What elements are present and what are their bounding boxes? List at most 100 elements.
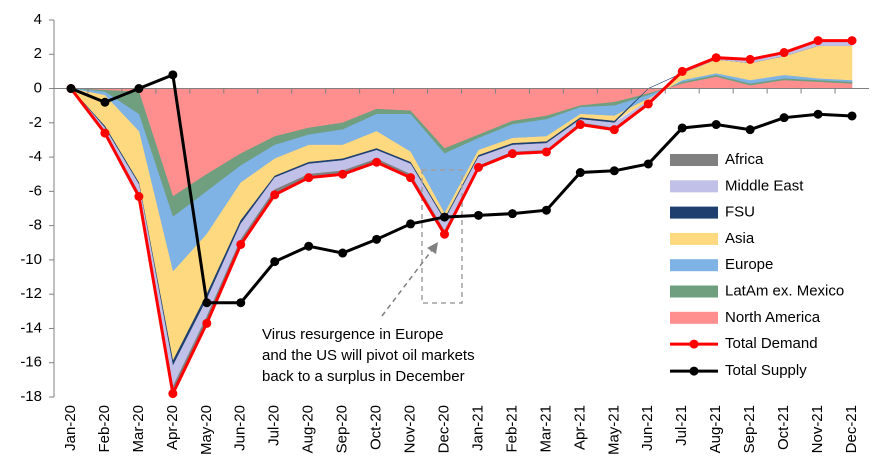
x-tick-label: Aug-20: [300, 405, 317, 453]
legend-swatch: [670, 285, 718, 298]
legend-label: North America: [725, 309, 821, 326]
areas: [70, 40, 853, 395]
legend-label: Middle East: [725, 177, 804, 194]
marker: [711, 120, 721, 130]
legend-label: Africa: [725, 151, 764, 168]
marker: [541, 205, 551, 215]
legend-label: Total Supply: [725, 362, 807, 379]
x-tick-label: Jan-21: [469, 405, 486, 451]
x-tick-label: Jun-21: [639, 405, 656, 451]
x-tick-label: Aug-21: [707, 405, 724, 453]
x-tick-label: May-20: [198, 405, 215, 455]
marker: [609, 166, 619, 176]
y-tick-label: -16: [20, 354, 42, 371]
legend-label: Europe: [725, 256, 773, 273]
marker: [202, 298, 212, 308]
marker: [745, 125, 755, 135]
marker: [440, 229, 450, 239]
x-tick-label: Jun-20: [232, 405, 249, 451]
marker: [643, 159, 653, 169]
x-tick-label: Jul-21: [673, 405, 690, 446]
line: [70, 72, 853, 305]
marker: [779, 48, 789, 58]
x-tick-label: Apr-21: [571, 405, 588, 450]
marker: [813, 36, 823, 46]
line: [69, 39, 853, 399]
legend-swatch: [670, 232, 718, 245]
x-tick-label: Nov-21: [809, 405, 826, 453]
annotation-arrow: [381, 249, 433, 317]
marker: [134, 84, 144, 94]
marker: [304, 173, 314, 183]
marker: [134, 192, 144, 202]
marker: [609, 125, 619, 135]
y-tick-label: -12: [20, 285, 42, 302]
legend-label: Asia: [725, 230, 755, 247]
y-tick-label: -6: [29, 182, 42, 199]
marker: [270, 257, 280, 267]
x-tick-label: Sep-21: [741, 405, 758, 453]
marker: [507, 209, 517, 219]
marker: [406, 219, 416, 229]
marker: [473, 210, 483, 220]
legend-swatch: [670, 206, 718, 219]
x-tick-label: Sep-20: [334, 405, 351, 453]
marker: [100, 97, 110, 107]
marker: [745, 54, 755, 64]
legend-label: LatAm ex. Mexico: [725, 282, 844, 299]
x-tick-label: Mar-21: [537, 405, 554, 453]
marker: [847, 111, 857, 121]
x-tick-label: Dec-21: [843, 405, 860, 453]
y-tick-label: -2: [29, 114, 42, 131]
x-tick-label: May-21: [605, 405, 622, 455]
marker: [202, 318, 212, 328]
marker: [440, 212, 450, 222]
marker: [372, 157, 382, 167]
marker: [779, 113, 789, 123]
y-tick-label: 0: [34, 80, 42, 97]
x-tick-label: Dec-20: [435, 405, 452, 453]
marker: [575, 168, 585, 178]
marker: [304, 241, 314, 251]
legend-swatch: [670, 154, 718, 166]
x-tick-label: Feb-20: [96, 405, 113, 453]
y-tick-label: -4: [29, 148, 42, 165]
marker: [100, 128, 110, 138]
marker: [66, 84, 76, 94]
marker: [813, 109, 823, 119]
x-tick-label: Nov-20: [402, 405, 419, 453]
legend-marker: [689, 366, 699, 376]
x-tick-label: Oct-21: [775, 405, 792, 450]
y-tick-label: 2: [34, 45, 42, 62]
legend-label: FSU: [725, 204, 755, 221]
marker: [677, 123, 687, 133]
legend-swatch: [670, 180, 718, 193]
marker: [168, 389, 178, 399]
highlight-box: [421, 169, 463, 304]
x-tick-label: Mar-20: [130, 405, 147, 453]
annotation-text: and the US will pivot oil markets: [262, 347, 475, 364]
x-tick-label: Jan-20: [62, 405, 79, 451]
marker: [270, 190, 280, 200]
marker: [338, 169, 348, 179]
marker: [643, 99, 653, 109]
marker: [168, 70, 178, 80]
marker: [236, 298, 246, 308]
marker: [711, 53, 721, 63]
marker: [575, 120, 585, 130]
marker: [507, 149, 517, 159]
annotation-text: Virus resurgence in Europe: [262, 326, 444, 343]
legend-label: Total Demand: [725, 335, 818, 352]
marker: [541, 147, 551, 157]
y-tick-label: -8: [29, 217, 42, 234]
legend-swatch: [670, 259, 718, 272]
marker: [473, 162, 483, 172]
annotation: Virus resurgence in Europe and the US wil…: [262, 326, 475, 385]
y-tick-label: -14: [20, 319, 42, 336]
marker: [236, 239, 246, 249]
x-tick-label: Oct-20: [368, 405, 385, 450]
marker: [338, 248, 348, 258]
marker: [372, 234, 382, 244]
legend-marker: [689, 339, 699, 349]
legend-swatch: [670, 311, 718, 324]
